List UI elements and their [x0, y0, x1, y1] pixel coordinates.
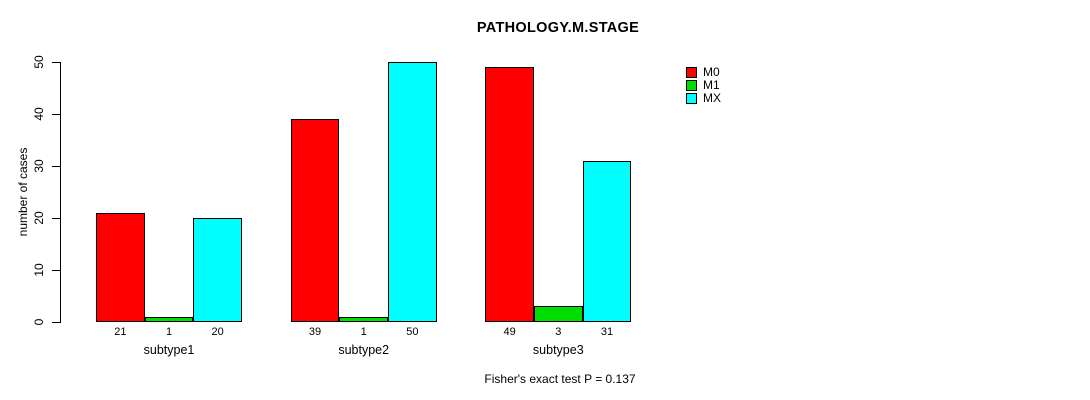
- bar-m0-subtype3: [485, 67, 534, 322]
- y-tick-mark: [52, 218, 60, 219]
- bar-value-label: 1: [360, 326, 367, 338]
- legend-label-m1: M1: [703, 78, 720, 92]
- bar-m1-subtype3: [533, 306, 583, 322]
- bar-m0-subtype1: [96, 212, 145, 322]
- y-tick-label: 10: [32, 263, 46, 277]
- bar-mx-subtype1: [193, 218, 242, 322]
- bar-m1-subtype2: [339, 316, 389, 322]
- category-label-subtype3: subtype3: [532, 343, 584, 357]
- legend-label-mx: MX: [703, 91, 721, 105]
- bar-value-label: 49: [503, 326, 516, 338]
- category-label-subtype2: subtype2: [338, 343, 390, 357]
- y-tick-label: 20: [32, 211, 46, 225]
- y-tick-mark: [52, 62, 60, 63]
- stat-annotation: Fisher's exact test P = 0.137: [484, 372, 636, 386]
- bar-value-label: 3: [555, 326, 562, 338]
- legend-swatch-mx: [686, 93, 697, 104]
- bar-mx-subtype2: [388, 62, 437, 322]
- y-tick-mark: [52, 322, 60, 323]
- y-tick-label: 50: [32, 55, 46, 69]
- category-label-subtype1: subtype1: [143, 343, 195, 357]
- y-axis-label: number of cases: [16, 147, 30, 237]
- bar-value-label: 39: [308, 326, 322, 338]
- bar-value-label: 50: [406, 326, 419, 338]
- y-tick-mark: [52, 270, 60, 271]
- bar-value-label: 20: [211, 326, 224, 338]
- chart-title: PATHOLOGY.M.STAGE: [476, 20, 640, 36]
- y-tick-mark: [52, 114, 60, 115]
- legend-swatch-m1: [686, 80, 697, 91]
- legend-swatch-m0: [686, 67, 697, 78]
- bar-m0-subtype2: [290, 119, 340, 322]
- bar-value-label: 31: [600, 326, 614, 338]
- y-tick-label: 0: [32, 318, 46, 326]
- bar-value-label: 1: [165, 326, 173, 338]
- bar-m1-subtype1: [144, 316, 194, 322]
- y-axis-line: [60, 62, 61, 323]
- legend-label-m0: M0: [703, 65, 720, 79]
- y-tick-label: 30: [32, 159, 46, 173]
- y-tick-mark: [52, 166, 60, 167]
- bar-mx-subtype3: [582, 160, 632, 322]
- y-tick-label: 40: [32, 107, 46, 121]
- bar-value-label: 21: [114, 326, 127, 338]
